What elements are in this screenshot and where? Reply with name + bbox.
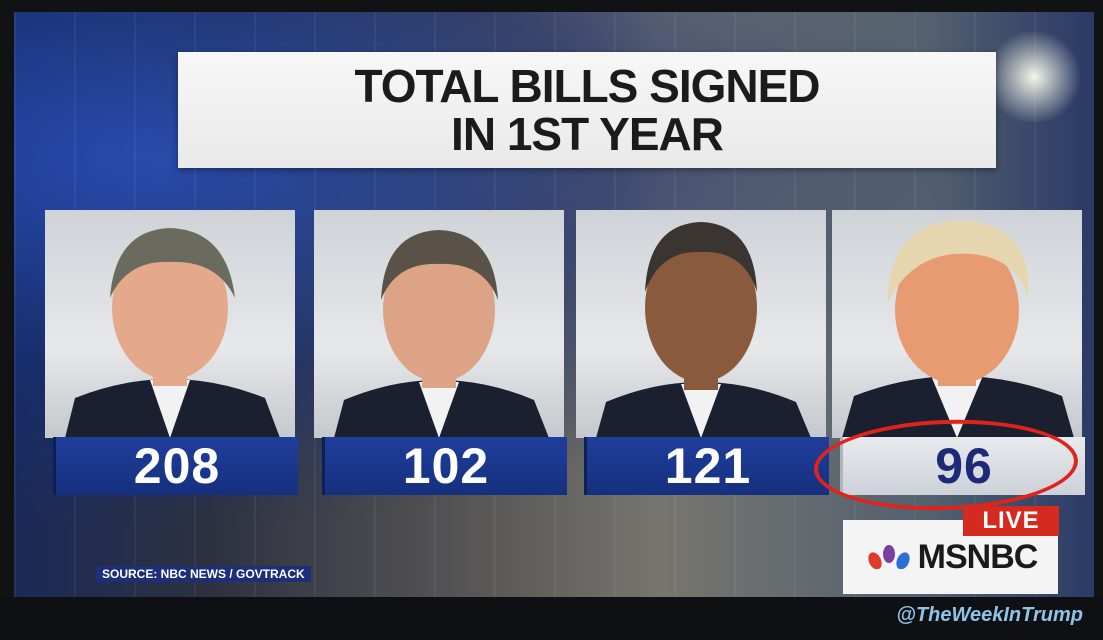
face [895, 236, 1019, 384]
face [383, 238, 495, 382]
bills-count: 102 [402, 438, 490, 494]
network-name: MSNBC [917, 537, 1039, 576]
hair [110, 228, 235, 298]
title-line-1: TOTAL BILLS SIGNED [354, 60, 820, 112]
source-label: SOURCE: NBC NEWS / GOVTRACK [96, 566, 311, 582]
shirt [419, 382, 459, 438]
watermark-handle: @TheWeekInTrump [896, 604, 1083, 626]
portrait-illustration [842, 220, 1074, 438]
hair [381, 230, 498, 300]
tv-bezel-bottom [0, 597, 1103, 640]
hair [645, 222, 757, 292]
portrait-photo [314, 210, 564, 438]
shirt [681, 384, 721, 438]
president-card-1: 208 [45, 210, 298, 495]
bills-count: 121 [664, 438, 752, 494]
portrait-illustration [334, 230, 549, 438]
president-card-4: 96 [832, 210, 1085, 495]
bills-count: 208 [133, 438, 221, 494]
face [645, 234, 757, 382]
portrait-photo [576, 210, 826, 438]
portrait-photo [832, 210, 1082, 438]
portrait-photo [45, 210, 295, 438]
title-line-2: IN 1ST YEAR [451, 108, 724, 160]
portrait-illustration [65, 228, 280, 438]
shirt [932, 378, 982, 438]
light-glare [984, 32, 1084, 122]
bills-count-bar: 208 [53, 437, 298, 495]
peacock-icon [863, 545, 914, 572]
shirt [150, 380, 190, 438]
title-banner: TOTAL BILLS SIGNED IN 1ST YEAR [178, 52, 996, 168]
president-card-2: 102 [314, 210, 567, 495]
live-badge: LIVE [963, 506, 1059, 536]
portrait-illustration [596, 222, 811, 438]
bills-count: 96 [935, 438, 993, 494]
bills-count-bar: 121 [584, 437, 829, 495]
bills-count-bar-highlighted: 96 [840, 437, 1085, 495]
face [112, 236, 228, 380]
hair [888, 220, 1029, 302]
bills-count-bar: 102 [322, 437, 567, 495]
president-card-3: 121 [576, 210, 829, 495]
